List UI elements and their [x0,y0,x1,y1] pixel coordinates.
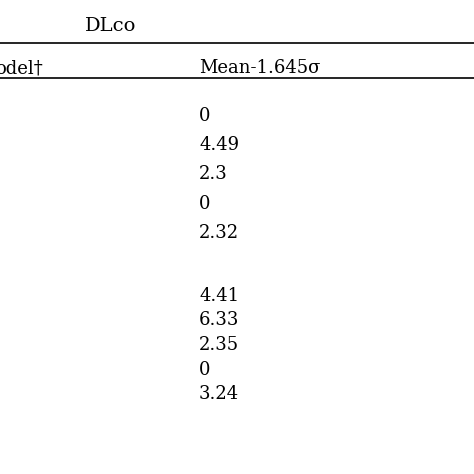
Text: 4.49: 4.49 [199,136,239,154]
Text: 6.33: 6.33 [199,311,239,329]
Text: 3.24: 3.24 [199,385,239,403]
Text: 2.35: 2.35 [199,336,239,354]
Text: 4.41: 4.41 [199,287,239,305]
Text: DLco: DLco [85,17,137,35]
Text: 2.3: 2.3 [199,165,228,183]
Text: odel†: odel† [0,59,43,77]
Text: 2.32: 2.32 [199,224,239,242]
Text: 0: 0 [199,107,210,125]
Text: 0: 0 [199,195,210,213]
Text: Mean-1.645σ: Mean-1.645σ [199,59,320,77]
Text: 0: 0 [199,361,210,379]
